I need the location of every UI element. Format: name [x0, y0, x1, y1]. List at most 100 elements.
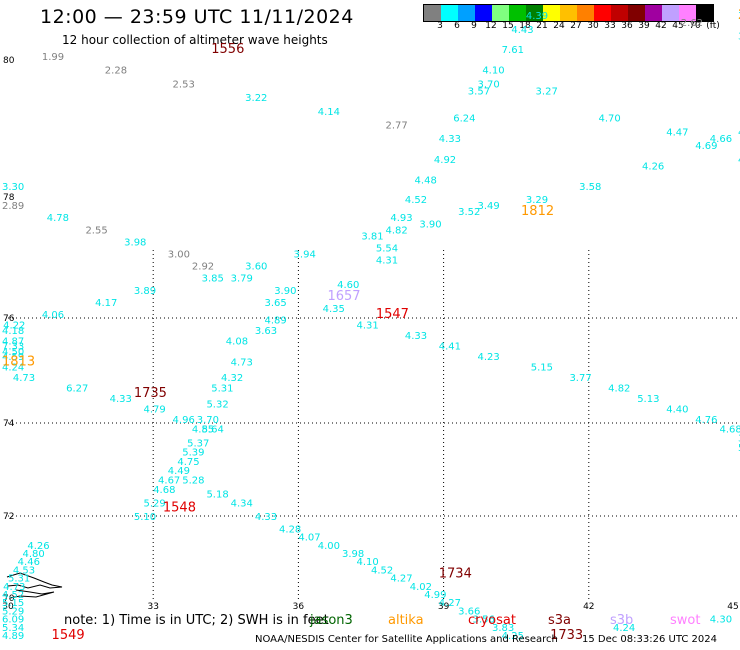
wave-height-label: 4.00 [318, 541, 340, 552]
color-swatch [662, 5, 679, 21]
wave-height-label: 4.35 [323, 304, 345, 315]
wave-height-label: 3.58 [579, 182, 601, 193]
wave-height-label: 4.67 [158, 475, 180, 486]
wave-height-label: 4.52 [2, 590, 24, 601]
wave-height-label: 4.26 [642, 162, 664, 173]
pass-time-label: 1549 [52, 628, 85, 643]
wave-height-label: 2.62 [681, 18, 703, 29]
wave-height-label: 3.70 [197, 415, 219, 426]
color-swatch [424, 5, 441, 21]
wave-height-label: 3.81 [361, 231, 383, 242]
wave-height-label: 5.28 [182, 475, 204, 486]
wave-height-label: 4.99 [424, 590, 446, 601]
color-scale-tick-label: 12 [485, 21, 497, 31]
wave-height-label: 4.06 [42, 310, 64, 321]
wave-height-label: 4.31 [376, 256, 398, 267]
wave-height-label: 3.77 [569, 373, 591, 384]
wave-height-label: 4.27 [390, 574, 412, 585]
wave-height-label: 4.02 [410, 582, 432, 593]
wave-height-label: 3.66 [738, 434, 740, 445]
footer-generated-time: 15 Dec 08:33:26 UTC 2024 [582, 634, 717, 645]
wave-height-label: 4.73 [231, 357, 253, 368]
wave-height-labels: 1.99 2.28 2.53 3.22 4.14 2.77 3.30 2.89 4.78 2.55… [2, 11, 740, 642]
wave-height-label: 4.73 [13, 373, 35, 384]
wave-height-label: 5.13 [637, 394, 659, 405]
wave-height-label: 5.31 [8, 574, 30, 585]
wave-height-label: 3.83 [492, 623, 514, 634]
lat-tick-label: 72 [3, 512, 14, 522]
map-axis-labels: 30 33 36 39 42 45 80 78 76 74 72 70 [2, 56, 738, 612]
wave-height-label: 4.47 [666, 127, 688, 138]
wave-height-label: 3.79 [231, 274, 253, 285]
pass-time-labels: 1556231181215471657181317351548173415491… [2, 8, 740, 643]
wave-height-label: 4.26 [27, 541, 49, 552]
wave-height-label: 3.90 [419, 219, 441, 230]
wave-height-label: 4.73 [3, 582, 25, 593]
wave-height-label: 5.37 [187, 438, 209, 449]
wave-height-label: 4.89 [265, 315, 287, 326]
wave-height-label: 3.00 [168, 250, 190, 261]
wave-height-label: 4.28 [279, 524, 301, 535]
pass-time-label: 1657 [327, 289, 360, 304]
wave-height-label: 3.90 [274, 286, 296, 297]
wave-height-label: 4.53 [13, 565, 35, 576]
wave-height-label: 4.23 [477, 352, 499, 363]
mission-legend-item: altika [388, 613, 424, 628]
color-scale-tick-label: 45 [672, 21, 684, 31]
wave-height-label: 4.24 [2, 363, 24, 374]
pass-time-label: 1734 [439, 567, 472, 582]
wave-height-label: 5.29 [144, 499, 166, 510]
wave-height-label: 4.89 [2, 631, 24, 642]
wave-height-label: 4.70 [598, 114, 620, 125]
color-swatch [509, 5, 526, 21]
pass-time-label: 1547 [376, 307, 409, 322]
color-scale-tick-label: 6 [454, 21, 460, 31]
wave-height-label: 6.24 [453, 114, 475, 125]
wave-height-label: 4.87 [2, 336, 24, 347]
lon-tick-label: 30 [2, 602, 14, 612]
wave-height-label: 3.98 [124, 237, 146, 248]
lat-tick-label: 80 [3, 56, 15, 66]
wave-height-label: 4.79 [144, 405, 166, 416]
footer-credit: NOAA/NESDIS Center for Satellite Applica… [255, 634, 558, 645]
wave-height-label: 3.60 [245, 262, 267, 273]
wave-height-label: 4.22 [3, 321, 25, 332]
wave-height-label: 4.92 [434, 155, 456, 166]
wave-height-label: 4.25 [502, 631, 524, 642]
wave-height-label: 4.52 [738, 127, 740, 138]
wave-height-label: 7.33 [2, 342, 24, 353]
color-scale-tick-label: 15 [502, 21, 514, 31]
wave-height-label: 4.48 [415, 175, 437, 186]
wave-height-label: 4.78 [47, 213, 69, 224]
wave-height-label: 6.27 [66, 384, 88, 395]
lon-tick-label: 39 [438, 602, 450, 612]
pass-time-label: 1735 [134, 386, 167, 401]
wave-height-label: 2.28 [105, 66, 127, 77]
color-scale-bar [423, 4, 714, 22]
wave-height-label: 5.29 [2, 606, 24, 617]
wave-height-label: 5.10 [134, 512, 156, 523]
wave-height-label: 4.60 [337, 280, 359, 291]
lon-tick-label: 42 [583, 602, 594, 612]
wave-height-label: 2.55 [85, 225, 107, 236]
wave-height-label: 4.30 [710, 615, 732, 626]
color-swatch [492, 5, 509, 21]
wave-height-label: 3.65 [265, 298, 287, 309]
wave-height-label: 4.76 [695, 415, 717, 426]
color-scale-tick-label: 70 [689, 21, 701, 31]
wave-height-label: 3.56 [473, 615, 495, 626]
wave-height-label: 4.32 [221, 373, 243, 384]
color-swatch [611, 5, 628, 21]
color-swatch [628, 5, 645, 21]
mission-legend-item: cryosat [468, 613, 516, 628]
wave-height-label: 1.99 [42, 52, 64, 63]
color-scale-tick-label: 36 [621, 21, 633, 31]
wave-height-label: 6.09 [2, 615, 24, 626]
wave-height-label: 4.27 [439, 598, 461, 609]
lat-tick-label: 74 [3, 419, 15, 429]
color-swatch [475, 5, 492, 21]
color-swatch [526, 5, 543, 21]
wave-height-label: 4.59 [2, 352, 24, 363]
wave-height-label: 5.18 [206, 489, 228, 500]
